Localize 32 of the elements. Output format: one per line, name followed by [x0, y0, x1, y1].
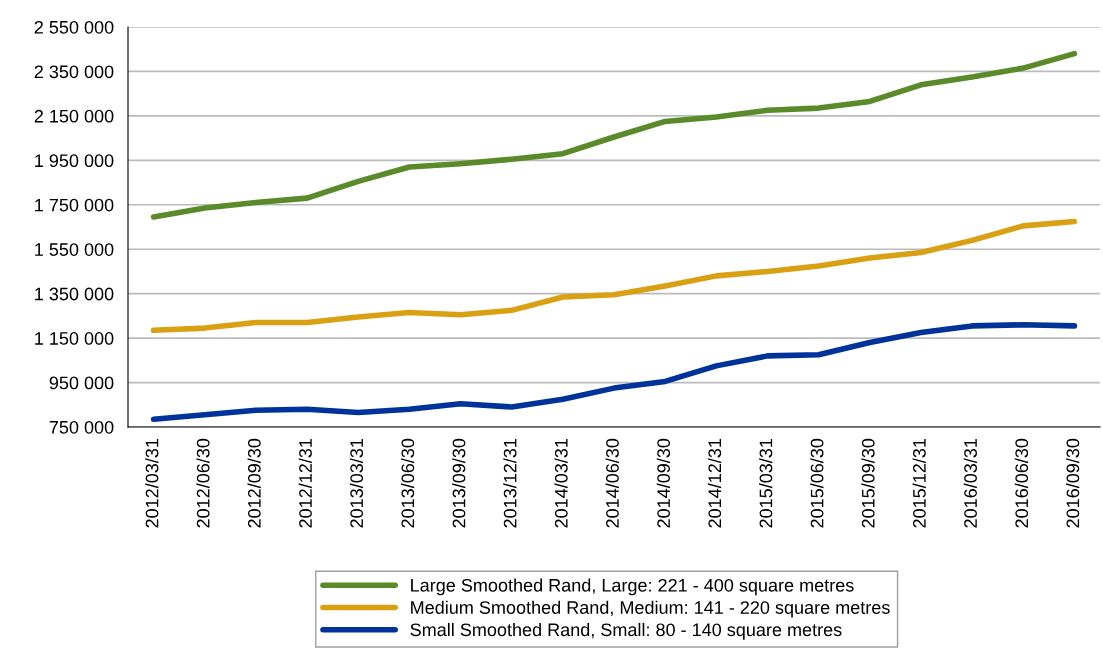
x-tick-label: 2012/06/30 — [196, 438, 210, 528]
legend-label: Small Smoothed Rand, Small: 80 - 140 square metres — [410, 622, 842, 640]
x-tick-label: 2012/12/31 — [298, 438, 312, 528]
x-tick-label: 2014/06/30 — [605, 438, 619, 528]
y-tick-label: 2 150 000 — [34, 109, 114, 123]
x-tick-label: 2014/12/31 — [707, 438, 722, 528]
x-tick-label: 2013/12/31 — [503, 438, 517, 528]
y-tick-label: 750 000 — [49, 420, 114, 434]
legend-label: Large Smoothed Rand, Large: 221 - 400 square metres — [411, 578, 854, 596]
x-tick-label: 2015/06/30 — [810, 438, 824, 528]
y-tick-label: 1 350 000 — [35, 287, 114, 301]
x-tick-label: 2016/09/30 — [1066, 438, 1080, 528]
legend-label: Medium Smoothed Rand, Medium: 141 - 220 square metres — [411, 600, 890, 618]
x-tick-label: 2016/03/31 — [963, 438, 977, 528]
x-tick-label: 2015/09/30 — [861, 438, 875, 528]
x-tick-label: 2014/09/30 — [656, 438, 670, 528]
x-tick-label: 2012/03/31 — [145, 438, 159, 528]
y-tick-label: 2 550 000 — [34, 20, 114, 34]
y-tick-label: 1 750 000 — [35, 198, 114, 212]
y-tick-label: 1 950 000 — [35, 154, 114, 168]
x-tick-label: 2015/12/31 — [912, 438, 926, 528]
y-tick-label: 950 000 — [49, 376, 114, 390]
y-tick-label: 1 150 000 — [35, 332, 114, 345]
x-tick-label: 2013/06/30 — [400, 438, 415, 528]
x-tick-label: 2013/09/30 — [452, 438, 466, 528]
x-tick-label: 2013/03/31 — [349, 438, 364, 528]
y-tick-label: 2 350 000 — [34, 65, 114, 79]
y-tick-label: 1 550 000 — [35, 243, 114, 256]
x-tick-label: 2012/09/30 — [247, 438, 261, 528]
x-tick-label: 2014/03/31 — [554, 438, 568, 528]
x-tick-label: 2015/03/31 — [759, 438, 773, 528]
x-tick-label: 2016/06/30 — [1014, 438, 1029, 528]
